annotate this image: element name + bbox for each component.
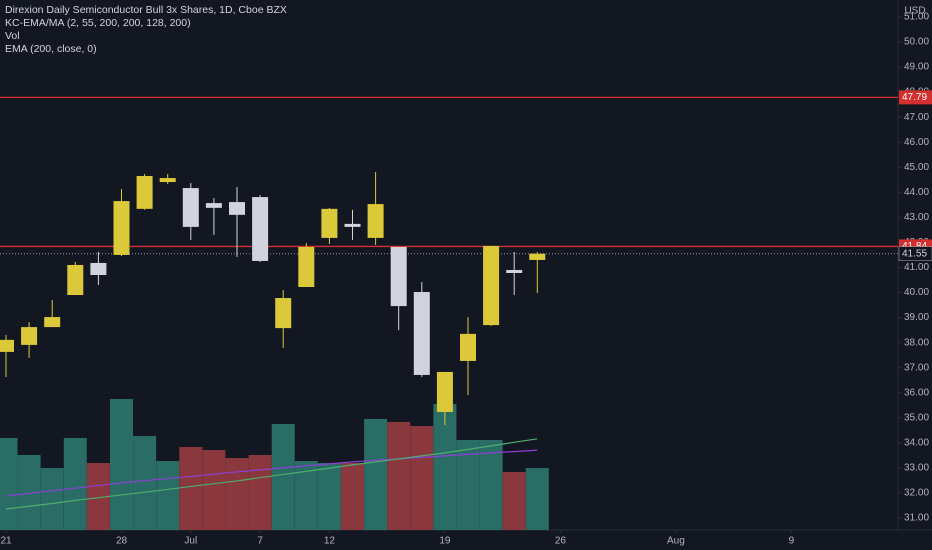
candle-body (0, 339, 14, 352)
candle-body (436, 371, 453, 413)
y-tick-label: 49.00 (904, 62, 929, 73)
volume-bar (86, 463, 110, 530)
y-tick-label: 47.00 (904, 112, 929, 123)
volume-bar (502, 472, 526, 530)
candle-body (67, 264, 84, 296)
candle-body (182, 188, 199, 227)
price-badge (899, 90, 932, 105)
x-tick-label: 21 (0, 536, 12, 547)
volume-bar (202, 450, 226, 530)
volume-bar (433, 404, 457, 530)
candle-body (90, 262, 107, 275)
x-tick-label: 19 (439, 536, 451, 547)
candle-body (506, 269, 523, 273)
y-tick-label: 45.00 (904, 162, 929, 173)
y-tick-label: 36.00 (904, 387, 929, 398)
candle-body (159, 178, 176, 183)
volume-bar (179, 447, 203, 530)
volume-bar (387, 422, 411, 530)
y-tick-label: 37.00 (904, 362, 929, 373)
candle-body (21, 327, 38, 345)
volume-bar (0, 438, 18, 530)
candle-body (275, 298, 292, 329)
y-tick-label: 44.00 (904, 187, 929, 198)
x-tick-label: Aug (667, 536, 685, 547)
candle-body (113, 201, 130, 255)
moving-average (5, 449, 538, 497)
currency: USD (904, 6, 925, 17)
last-price-badge (898, 246, 932, 261)
candle-body (344, 223, 361, 227)
volume-bar (248, 455, 272, 530)
candle-body (413, 292, 430, 375)
y-tick-label: 50.00 (904, 37, 929, 48)
x-tick-label: 26 (555, 536, 567, 547)
moving-average (5, 438, 538, 510)
volume-bar (110, 399, 133, 530)
volume-bar (156, 461, 180, 530)
indicator-label: EMA (200, close, 0) (5, 43, 97, 55)
y-tick-label: 31.00 (904, 513, 929, 524)
volume-bar (525, 468, 549, 530)
y-tick-label: 43.00 (904, 212, 929, 223)
currency-box (902, 4, 928, 18)
volume-bar (225, 458, 249, 530)
volume-bar (63, 438, 87, 530)
y-tick-label: 46.00 (904, 137, 929, 148)
last-price-label: 41.55 (902, 248, 927, 259)
candle-body (460, 333, 476, 361)
y-tick-label: 51.00 (904, 12, 929, 23)
candle-body (367, 204, 384, 238)
volume-bar (271, 424, 295, 530)
volume-bar (410, 426, 434, 530)
volume-bar (40, 468, 64, 530)
volume-bar (317, 463, 341, 530)
y-tick-label: 32.00 (904, 488, 929, 499)
price-badge-label: 47.79 (902, 92, 927, 103)
y-tick-label: 40.00 (904, 287, 929, 298)
x-tick-label: 9 (789, 536, 795, 547)
chart-title: Direxion Daily Semiconductor Bull 3x Sha… (5, 4, 287, 16)
candle-body (529, 253, 546, 260)
y-tick-label: 35.00 (904, 412, 929, 423)
volume-bar (341, 463, 364, 530)
candle-body (205, 203, 222, 208)
volume-bar (133, 436, 157, 530)
candle-body (483, 245, 500, 326)
x-tick-label: 12 (324, 536, 336, 547)
x-tick-label: 7 (257, 536, 263, 547)
y-tick-label: 38.00 (904, 337, 929, 348)
y-tick-label: 34.00 (904, 437, 929, 448)
volume-bar (17, 455, 41, 530)
y-tick-label: 39.00 (904, 312, 929, 323)
x-tick-label: Jul (184, 536, 197, 547)
indicator-label: KC-EMA/MA (2, 55, 200, 200, 128, 200) (5, 17, 191, 29)
volume-bar (364, 419, 388, 530)
volume-bar (479, 440, 503, 530)
y-tick-label: 33.00 (904, 463, 929, 474)
candle-body (44, 317, 61, 328)
candle-body (229, 202, 245, 215)
candle-body (298, 246, 315, 288)
volume-bar (294, 461, 318, 530)
indicator-label: Vol (5, 30, 20, 42)
x-tick-label: 28 (116, 536, 128, 547)
volume-bar (456, 440, 480, 530)
y-tick-label: 41.00 (904, 262, 929, 273)
plot (0, 96, 898, 530)
candle-body (136, 176, 153, 209)
candle-body (321, 208, 338, 238)
candle-body (252, 197, 269, 261)
candle-body (390, 246, 407, 307)
